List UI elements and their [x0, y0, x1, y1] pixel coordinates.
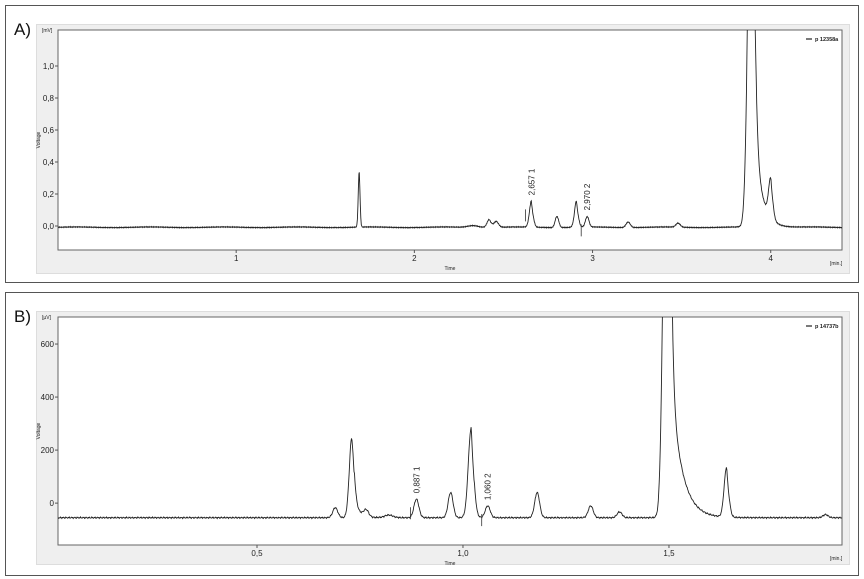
- x-axis-label: Time: [445, 266, 456, 272]
- x-axis-label: Time: [445, 561, 456, 567]
- y-unit: [mV]: [42, 28, 53, 34]
- legend-label: p 14737b: [815, 324, 839, 330]
- x-unit: [min.]: [830, 261, 843, 267]
- y-tick-label: 200: [41, 446, 55, 455]
- y-axis-label: Voltage: [36, 422, 42, 439]
- x-tick-label: 4: [769, 254, 774, 263]
- x-tick-label: 1,0: [457, 549, 469, 558]
- y-axis-label: Voltage: [36, 131, 42, 148]
- y-tick-label: 0,8: [43, 94, 55, 103]
- y-tick-label: 0,6: [43, 126, 55, 135]
- peak-annotation: 2,970 2: [583, 183, 592, 210]
- y-tick-label: 600: [41, 340, 55, 349]
- plot-area: [57, 29, 843, 251]
- x-tick-label: 3: [590, 254, 595, 263]
- plot-area: [57, 316, 843, 546]
- peak-annotation: 2,657 1: [527, 168, 536, 195]
- x-tick-label: 1,5: [663, 549, 675, 558]
- x-tick-label: 1: [234, 254, 239, 263]
- x-unit: [min.]: [830, 556, 843, 562]
- chromatogram-trace: [58, 30, 842, 229]
- y-tick-label: 0,0: [43, 222, 55, 231]
- x-tick-label: 2: [412, 254, 417, 263]
- legend-label: p 12358a: [815, 37, 839, 43]
- y-unit: [µV]: [42, 315, 52, 321]
- chromatogram-trace: [58, 317, 842, 520]
- panel-b-label: B): [14, 307, 31, 326]
- y-tick-label: 0: [50, 499, 55, 508]
- x-tick-label: 0,5: [251, 549, 263, 558]
- y-tick-label: 0,4: [43, 158, 55, 167]
- y-tick-label: 400: [41, 393, 55, 402]
- peak-annotation: 1,060 2: [484, 473, 493, 500]
- y-tick-label: 0,2: [43, 190, 55, 199]
- y-tick-label: 1,0: [43, 62, 55, 71]
- peak-annotation: 0,887 1: [412, 466, 421, 493]
- panel-a-label: A): [14, 20, 31, 39]
